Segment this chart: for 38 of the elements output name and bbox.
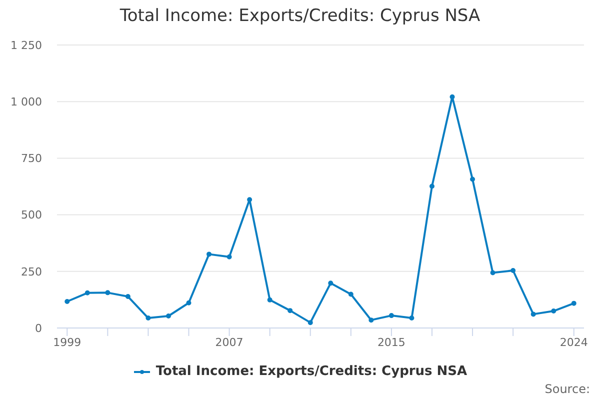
point <box>105 290 110 296</box>
point <box>510 268 516 273</box>
point <box>409 316 414 321</box>
point <box>328 280 334 286</box>
x-tick-label: 2024 <box>560 336 588 349</box>
point <box>388 313 394 318</box>
chart-title: Total Income: Exports/Credits: Cyprus NSA <box>118 6 482 26</box>
x-tick-label: 2015 <box>377 336 406 349</box>
point <box>470 176 476 182</box>
point <box>125 294 130 300</box>
point <box>146 316 151 321</box>
y-tick-label: 1 250 <box>10 38 42 52</box>
y-tick-label: 1 000 <box>10 96 42 109</box>
x-tick-label: 1999 <box>53 336 82 349</box>
point <box>450 94 455 100</box>
point <box>267 297 272 302</box>
point <box>308 320 313 326</box>
point <box>551 308 556 314</box>
source-note: Source: <box>544 382 590 396</box>
y-tick-label: 500 <box>21 208 42 222</box>
point <box>206 252 212 257</box>
y-tick-label: 750 <box>21 152 42 166</box>
y-tick-label: 250 <box>21 265 42 278</box>
point <box>166 314 171 318</box>
point <box>490 270 496 276</box>
point <box>348 292 354 297</box>
y-tick-label: 0 <box>35 322 42 335</box>
point <box>530 312 536 317</box>
x-tick-label: 2007 <box>215 336 244 349</box>
point <box>84 290 90 296</box>
point <box>368 318 374 323</box>
point <box>226 254 232 260</box>
point <box>64 299 70 304</box>
legend-label: Total Income: Exports/Credits: Cyprus NSA <box>156 364 468 379</box>
point <box>429 184 434 189</box>
point <box>186 300 192 306</box>
point <box>288 308 293 314</box>
point <box>571 300 576 306</box>
